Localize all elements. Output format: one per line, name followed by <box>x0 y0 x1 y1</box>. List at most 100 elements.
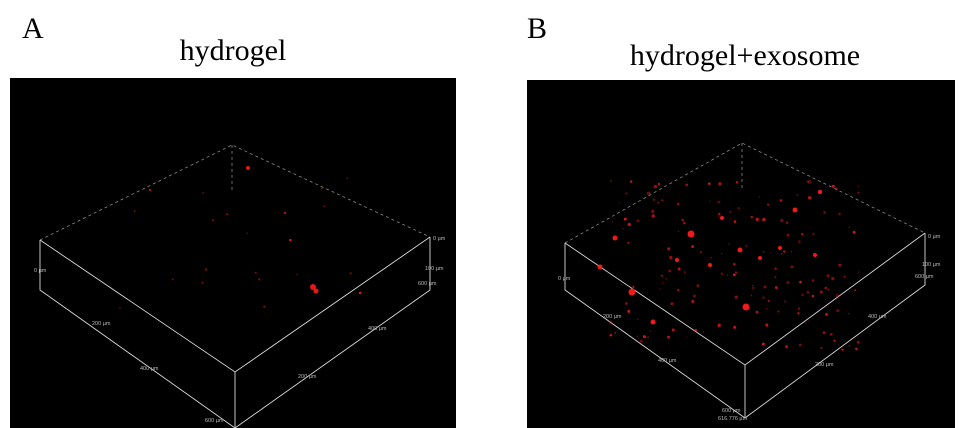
fluorescent-spot <box>642 335 647 339</box>
fluorescent-spot <box>246 232 248 234</box>
panel-title: hydrogel <box>180 34 287 67</box>
fluorescent-spot <box>817 189 823 195</box>
fluorescent-spot <box>734 271 738 274</box>
axis-label: 400 µm <box>868 314 887 320</box>
fluorescent-spot <box>833 339 836 342</box>
fluorescent-spot <box>790 251 793 253</box>
axis-label: 200 µm <box>603 314 622 320</box>
fluorescent-spot <box>799 280 802 284</box>
fluorescent-spot <box>835 294 840 298</box>
fluorescent-spot <box>841 348 844 351</box>
fluorescent-spot <box>767 299 770 303</box>
fluorescent-spot <box>622 228 624 230</box>
fluorescent-spot <box>608 320 612 324</box>
fluorescent-spot <box>358 291 362 295</box>
axis-label: 400 µm <box>368 326 387 332</box>
fluorescent-spot <box>320 187 323 190</box>
fluorescent-spot <box>812 232 815 236</box>
fluorescent-spot <box>807 180 811 184</box>
axis-label: 600 µm <box>722 408 741 414</box>
fluorescent-spot <box>831 276 835 281</box>
fluorescent-spot <box>804 322 806 324</box>
fluorescent-spot <box>792 207 798 213</box>
fluorescent-spot <box>856 340 860 344</box>
axis-label: 0 µm <box>928 234 941 240</box>
box-edge <box>744 233 926 419</box>
fluorescent-spot <box>646 336 650 339</box>
axis-label: 616.776 µm <box>718 416 748 422</box>
fluorescent-spot <box>728 243 730 245</box>
fluorescent-spot <box>858 185 860 187</box>
fluorescent-spot <box>623 217 627 221</box>
fluorescent-spot <box>813 253 817 257</box>
fluorescent-spot <box>811 294 815 298</box>
image-background <box>10 78 456 428</box>
fluorescent-spot <box>657 182 661 186</box>
axis-label: 0 µm <box>558 276 571 282</box>
fluorescent-spot <box>733 220 737 223</box>
box-edge <box>564 142 926 244</box>
axis-label: 100 µm <box>425 266 444 272</box>
fluorescent-spot <box>733 262 736 266</box>
fluorescent-spot <box>632 285 635 289</box>
fluorescent-spot <box>858 271 860 273</box>
fluorescent-spot <box>763 285 767 289</box>
fluorescent-spot <box>669 255 673 260</box>
fluorescent-spot <box>677 230 680 233</box>
fluorescent-spot <box>721 252 723 255</box>
fluorescent-spot <box>732 273 736 277</box>
fluorescent-spot <box>762 296 765 299</box>
fluorescent-spot <box>710 257 712 259</box>
panel-letter: A <box>22 12 44 45</box>
fluorescent-spot <box>826 274 830 278</box>
fluorescent-spot <box>857 191 860 194</box>
fluorescent-spot <box>831 184 835 188</box>
axis-label: 400 µm <box>658 358 677 364</box>
fluorescent-spot <box>149 189 151 191</box>
fluorescent-spot <box>779 199 783 202</box>
fluorescent-spot <box>691 245 695 248</box>
image-background <box>527 80 955 428</box>
fluorescent-spot <box>687 230 695 238</box>
fluorescent-spot <box>784 300 787 303</box>
fluorescent-spot <box>827 288 830 291</box>
fluorescent-spot <box>702 331 705 333</box>
microscopy-image: 0 µm 200 µm 400 µm 600 µm 0 µm 100 µm 60… <box>10 78 456 428</box>
fluorescent-spot <box>848 344 851 347</box>
fluorescent-spot <box>661 199 664 202</box>
fluorescent-spot <box>346 177 349 180</box>
fluorescent-spot <box>313 288 319 294</box>
fluorescent-spot <box>790 265 794 269</box>
panel-letter: B <box>527 12 547 45</box>
fluorescent-spot <box>755 217 759 221</box>
axis-label: 100 µm <box>922 262 941 268</box>
fluorescent-spot <box>729 217 731 220</box>
fluorescent-spot <box>660 274 663 277</box>
fluorescent-spot <box>808 196 812 200</box>
fluorescent-spot <box>761 342 765 346</box>
fluorescent-spot <box>612 235 618 241</box>
fluorescent-spot <box>780 252 783 255</box>
fluorescent-spot <box>708 200 711 203</box>
axis-label: 600 µm <box>418 281 437 287</box>
fluorescent-spot <box>758 196 760 198</box>
fluorescent-spot <box>774 286 778 289</box>
fluorescent-spot <box>618 202 620 204</box>
fluorescent-spot <box>627 241 630 244</box>
fluorescent-spot <box>696 284 700 288</box>
fluorescent-spot <box>296 274 298 276</box>
fluorescent-spot <box>677 288 680 292</box>
fluorescent-spot <box>211 219 215 222</box>
fluorescent-spot <box>854 289 857 292</box>
fluorescent-spot <box>798 343 802 347</box>
fluorescent-spot <box>797 240 801 244</box>
fluorescent-spot <box>807 181 809 183</box>
fluorescent-spot <box>349 272 352 275</box>
fluorescent-spot <box>734 295 738 299</box>
fluorescent-spot <box>671 328 675 332</box>
fluorescent-spot <box>651 214 655 218</box>
fluorescent-spot <box>691 299 695 304</box>
fluorescent-spot <box>852 230 856 234</box>
